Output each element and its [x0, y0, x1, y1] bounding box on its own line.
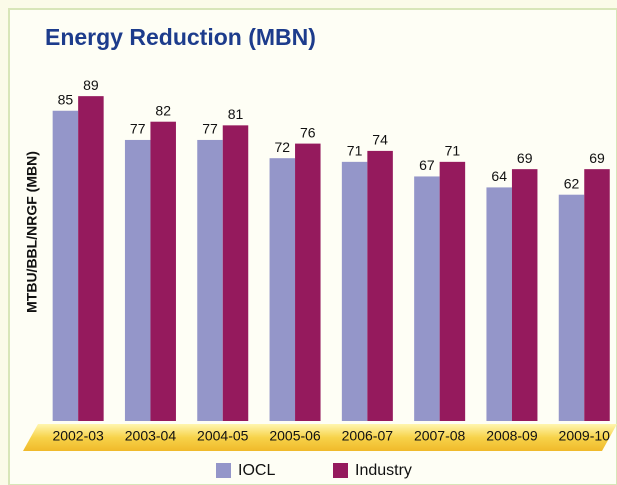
value-label: 72: [275, 139, 291, 155]
bar: [341, 161, 368, 421]
value-label: 71: [445, 143, 461, 159]
bar: [414, 176, 440, 421]
value-label: 85: [58, 91, 74, 107]
legend-swatch: [333, 463, 348, 478]
bar: [439, 161, 466, 421]
bar: [367, 150, 393, 421]
value-label: 74: [372, 132, 388, 148]
x-tick-label: 2007-08: [414, 428, 466, 444]
x-tick-label: 2003-04: [125, 428, 177, 444]
legend-label: IOCL: [238, 462, 275, 479]
bar: [197, 139, 223, 421]
value-label: 76: [300, 124, 316, 140]
value-label: 67: [419, 157, 435, 173]
x-tick-label: 2002-03: [52, 428, 104, 444]
legend-label: Industry: [355, 462, 412, 479]
value-label: 64: [491, 168, 507, 184]
x-tick-label: 2008-09: [486, 428, 538, 444]
y-axis-label: MTBU/BBL/NRGF (MBN): [24, 151, 40, 313]
bar: [486, 187, 512, 421]
value-label: 77: [130, 121, 146, 137]
chart-title: Energy Reduction (MBN): [45, 24, 316, 50]
x-tick-label: 2005-06: [269, 428, 321, 444]
bar: [269, 158, 296, 421]
value-label: 69: [517, 150, 533, 166]
bar: [222, 125, 249, 421]
bar: [78, 96, 104, 422]
value-label: 77: [202, 121, 218, 137]
x-tick-label: 2009-10: [559, 428, 611, 444]
bar: [124, 139, 151, 421]
value-label: 69: [589, 150, 605, 166]
x-tick-label: 2006-07: [342, 428, 394, 444]
bar: [511, 169, 538, 421]
bar: [295, 143, 321, 421]
bar: [584, 169, 610, 421]
bar: [52, 110, 79, 421]
value-label: 81: [228, 106, 244, 122]
category-band: [23, 424, 617, 451]
value-label: 62: [564, 175, 580, 191]
x-tick-label: 2004-05: [197, 428, 249, 444]
legend-swatch: [216, 463, 231, 478]
bar: [150, 121, 176, 421]
value-label: 71: [347, 143, 363, 159]
value-label: 89: [83, 77, 99, 93]
value-label: 82: [155, 102, 171, 118]
bar: [558, 194, 585, 421]
